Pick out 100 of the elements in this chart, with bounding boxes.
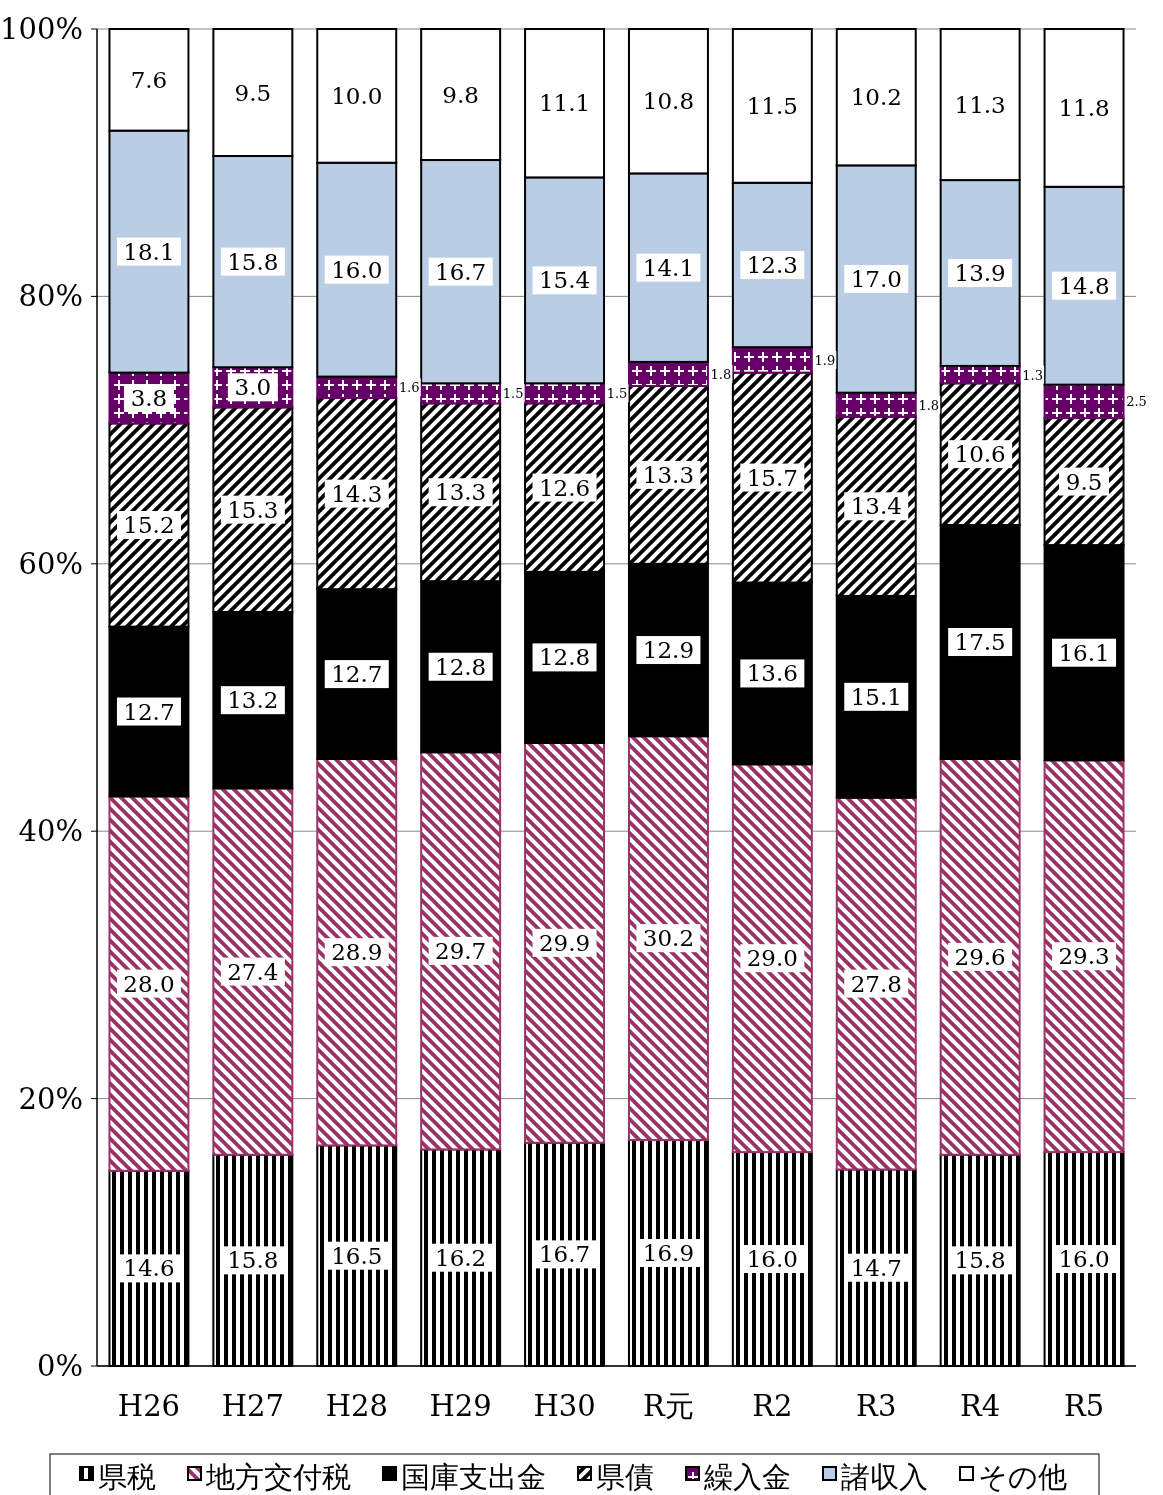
text: 2.5 [1126, 394, 1147, 410]
bar [835, 796, 917, 1171]
text: 14.6 [123, 1255, 175, 1282]
bar [108, 795, 190, 1172]
y-tick-label: 100% [0, 12, 83, 46]
bar [1043, 383, 1125, 420]
bar [939, 758, 1021, 1156]
text: 16.7 [435, 258, 487, 285]
text: 15.4 [538, 267, 591, 294]
bar [420, 751, 502, 1151]
text: 10.2 [850, 84, 902, 111]
text: 15.8 [954, 1247, 1006, 1274]
legend-label: 県債 [596, 1460, 654, 1494]
bar [524, 382, 606, 405]
text: 29.3 [1058, 943, 1110, 970]
bar [835, 391, 917, 418]
x-tick-label: R5 [1063, 1389, 1105, 1423]
legend-label: 諸収入 [841, 1460, 928, 1494]
text: 13.3 [642, 461, 695, 488]
y-tick-label: 60% [18, 546, 83, 581]
text: 11.8 [1058, 94, 1110, 121]
text: 15.8 [227, 1247, 279, 1274]
legend-label: 地方交付税 [205, 1460, 351, 1494]
x-tick-label: H30 [533, 1389, 596, 1423]
text: 9.5 [1065, 468, 1103, 495]
text: 15.2 [123, 512, 175, 539]
y-tick-label: 0% [36, 1349, 83, 1383]
text: 16.1 [1058, 639, 1110, 666]
text: 11.1 [538, 90, 591, 117]
text: 28.0 [123, 970, 175, 997]
y-tick-label: 40% [18, 814, 83, 849]
text: 13.4 [850, 493, 902, 520]
bar [316, 375, 398, 400]
text: 1.5 [606, 386, 628, 402]
text: 13.9 [954, 260, 1006, 286]
text: 12.7 [331, 661, 383, 688]
text: 11.3 [954, 91, 1006, 118]
text: 29.9 [538, 929, 591, 956]
text: 12.7 [123, 698, 175, 725]
legend-label: 県税 [98, 1460, 156, 1494]
x-tick-label: R3 [856, 1389, 897, 1423]
text: 1.8 [918, 397, 940, 413]
text: 16.0 [746, 1246, 798, 1273]
text: 9.8 [442, 81, 479, 108]
text: 29.6 [954, 943, 1006, 970]
text: 10.8 [642, 88, 695, 115]
legend-label: その他 [978, 1460, 1067, 1494]
x-tick-label: R2 [752, 1389, 793, 1423]
bar [627, 360, 709, 387]
text: 14.8 [1058, 272, 1110, 299]
bar [627, 735, 709, 1142]
text: 16.2 [435, 1244, 487, 1271]
text: 16.0 [1058, 1246, 1110, 1273]
x-tick-label: H28 [325, 1389, 388, 1423]
y-tick-label: 20% [18, 1081, 83, 1116]
text: 15.7 [746, 464, 798, 491]
text: 29.0 [746, 945, 798, 972]
text: 1.3 [1022, 367, 1043, 383]
bar [731, 763, 813, 1154]
y-tick-label: 80% [18, 279, 83, 314]
text: 27.8 [850, 970, 902, 997]
text: 14.7 [850, 1254, 902, 1281]
bar [731, 346, 813, 374]
text: 10.6 [954, 441, 1006, 468]
text: 15.3 [227, 496, 279, 523]
bar [1043, 759, 1125, 1154]
text: 3.8 [130, 385, 168, 412]
text: 13.6 [746, 660, 798, 687]
text: 12.9 [642, 637, 695, 664]
text: 14.3 [331, 480, 383, 507]
text: 27.4 [227, 958, 279, 985]
x-tick-label: H29 [429, 1389, 492, 1423]
text: 18.1 [123, 238, 175, 265]
legend-label: 繰入金 [703, 1460, 791, 1494]
text: 1.5 [502, 386, 524, 402]
text: 9.5 [234, 79, 272, 106]
text: 1.9 [814, 352, 836, 368]
text: 17.5 [954, 629, 1006, 656]
text: 15.8 [227, 248, 279, 275]
text: 15.1 [850, 683, 902, 710]
text: 30.2 [642, 925, 695, 952]
text: 14.1 [642, 254, 695, 281]
text: 11.5 [746, 92, 798, 119]
bar [420, 382, 502, 405]
text: 7.6 [130, 66, 168, 93]
bar [524, 741, 606, 1144]
text: 12.8 [435, 653, 487, 680]
text: 10.0 [331, 82, 383, 109]
bar [316, 758, 398, 1147]
text: 29.7 [435, 937, 487, 964]
bar [212, 787, 294, 1156]
x-tick-label: R元 [643, 1389, 694, 1423]
text: 13.2 [227, 687, 279, 714]
text: 12.6 [538, 474, 591, 501]
text: 3.0 [234, 374, 272, 401]
x-tick-label: R4 [960, 1389, 1001, 1423]
text: 1.6 [398, 380, 420, 396]
x-tick-label: H26 [117, 1389, 181, 1423]
text: 13.3 [435, 479, 487, 506]
text: 16.9 [642, 1240, 695, 1267]
